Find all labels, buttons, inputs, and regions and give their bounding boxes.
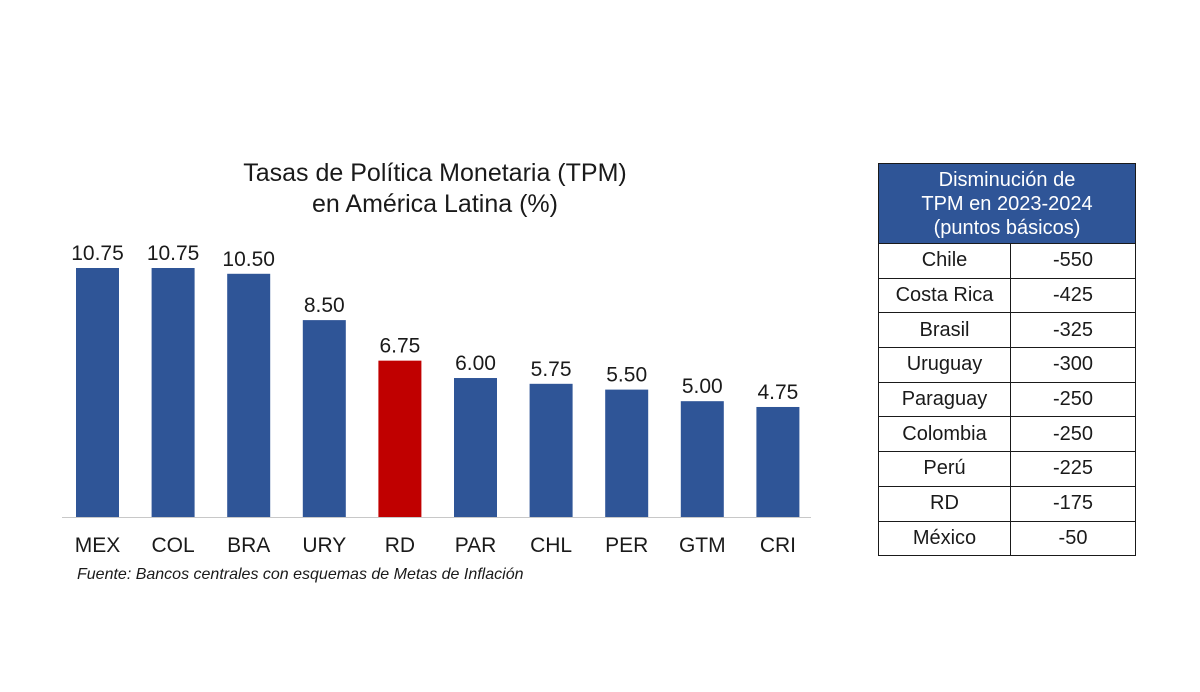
data-label: 10.75: [147, 242, 200, 265]
data-label: 5.75: [531, 358, 572, 381]
bar-par: [454, 378, 497, 517]
table-cell-value: -325: [1010, 312, 1135, 348]
table-cell-country: Chile: [879, 244, 1011, 279]
data-label: 5.00: [682, 375, 723, 398]
table-cell-country: Perú: [879, 451, 1011, 487]
x-tick-label: COL: [152, 534, 195, 557]
table-cell-country: RD: [879, 485, 1011, 521]
table-header: Disminución de TPM en 2023-2024 (puntos …: [879, 164, 1135, 244]
rate-cut-table: Disminución de TPM en 2023-2024 (puntos …: [878, 163, 1136, 557]
table-cell-country: Colombia: [879, 416, 1011, 452]
table-cell-value: -175: [1010, 485, 1135, 521]
table-row: México -50: [879, 520, 1135, 556]
x-tick-label: PAR: [455, 534, 497, 557]
x-tick-label: CHL: [530, 534, 572, 557]
bar-mex: [76, 268, 119, 517]
bar-chart: 10.75 MEX 10.75 COL 10.50 BRA 8.50 URY 6.75 RD 6.0…: [62, 242, 811, 557]
chart-title-line-1: Tasas de Política Monetaria (TPM): [243, 159, 627, 187]
table-cell-value: -300: [1010, 347, 1135, 383]
table-cell-value: -425: [1010, 277, 1135, 313]
table-cell-country: Paraguay: [879, 381, 1011, 417]
chart-title-line-2: en América Latina (%): [312, 190, 558, 218]
table-cell-value: -550: [1052, 249, 1094, 272]
bar-chl: [529, 383, 573, 517]
data-label: 8.50: [304, 294, 345, 317]
table-cell-country: México: [879, 520, 1011, 556]
table-body: Chile -550 Costa Rica -425 Brasil -325 Uruguay…: [879, 244, 1135, 556]
table-row: Chile -550: [879, 244, 1135, 279]
table-header-line-1: Disminución de: [938, 168, 1076, 191]
data-label: 10.75: [71, 242, 124, 265]
table-row: Perú -225: [879, 451, 1135, 487]
table-header-line-2: TPM en 2023-2024: [921, 192, 1093, 215]
table-cell-country: Uruguay: [879, 347, 1011, 383]
table-row: Costa Rica -425: [879, 277, 1135, 313]
bar-bra: [227, 273, 271, 517]
table-cell-value: -50: [1010, 520, 1135, 556]
x-tick-label: URY: [302, 534, 346, 557]
bar-per: [605, 389, 649, 517]
bar-col: [151, 268, 195, 517]
x-tick-label: BRA: [227, 534, 270, 557]
x-tick-label: RD: [385, 534, 415, 557]
table-cell-value: -250: [1010, 416, 1135, 452]
bar-gtm: [680, 401, 724, 517]
source-note: Fuente: Bancos centrales con esquemas de…: [77, 566, 524, 583]
chart-title: Tasas de Política Monetaria (TPM) en Amé…: [130, 158, 740, 220]
table-row: Brasil -325: [879, 312, 1135, 348]
table-cell-country: Costa Rica: [879, 277, 1011, 313]
table-cell-value: -250: [1010, 381, 1135, 417]
x-tick-label: GTM: [679, 534, 726, 557]
x-tick-label: PER: [605, 534, 648, 557]
table-header-line-3: (puntos básicos): [933, 216, 1081, 239]
bar-ury: [302, 320, 346, 517]
data-label: 10.50: [222, 248, 275, 271]
data-label: 4.75: [757, 381, 798, 404]
table-row: Colombia -250: [879, 416, 1135, 452]
table-row: Uruguay -300: [879, 347, 1135, 383]
data-label: 6.00: [455, 352, 496, 375]
table-row: RD -175: [879, 485, 1135, 521]
x-tick-label: MEX: [75, 534, 121, 557]
table-cell-country: Brasil: [879, 312, 1011, 348]
bar-cri: [756, 406, 800, 517]
x-tick-label: CRI: [760, 534, 796, 557]
table-cell-value: -225: [1010, 451, 1135, 487]
bar-rd: [378, 360, 422, 517]
data-label: 6.75: [379, 335, 420, 358]
data-label: 5.50: [606, 364, 647, 387]
table-row: Paraguay -250: [879, 381, 1135, 417]
